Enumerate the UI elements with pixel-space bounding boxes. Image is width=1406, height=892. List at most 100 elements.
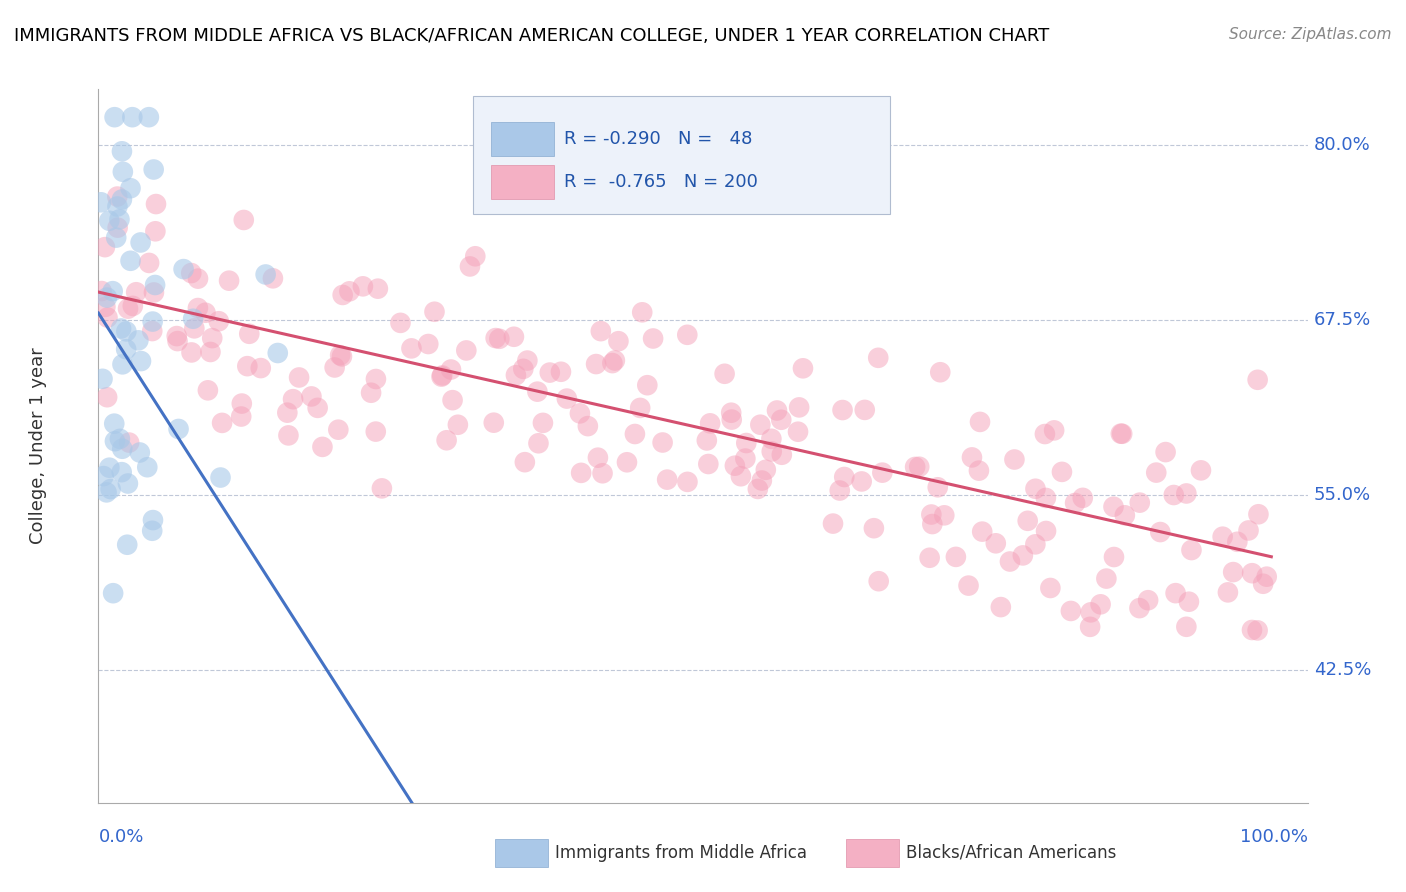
Point (1128, 601, 1150, 615)
Point (1109, 426, 1132, 441)
Point (990, 600, 1012, 615)
Point (724, 458, 747, 473)
Point (972, 524, 994, 539)
Point (418, 337, 440, 351)
Point (527, 436, 550, 450)
Point (236, 359, 259, 373)
Point (107, 199, 129, 213)
Point (90, 284, 112, 298)
Text: Source: ZipAtlas.com: Source: ZipAtlas.com (1229, 27, 1392, 42)
Point (440, 362, 463, 376)
Point (94, 300, 117, 314)
Point (851, 475, 873, 489)
Point (98, 213, 121, 227)
Point (96, 310, 118, 325)
Point (602, 356, 624, 370)
Point (1189, 463, 1212, 477)
Point (352, 279, 374, 293)
Point (166, 329, 188, 343)
Point (111, 465, 134, 479)
Point (167, 422, 190, 436)
Point (696, 434, 718, 448)
Point (121, 110, 143, 124)
Point (1004, 452, 1026, 467)
Point (1090, 597, 1112, 611)
Point (105, 230, 128, 244)
Point (108, 432, 131, 446)
FancyBboxPatch shape (845, 839, 898, 867)
Point (1164, 586, 1187, 600)
Point (142, 162, 165, 177)
Point (1251, 576, 1274, 591)
Point (183, 321, 205, 335)
Point (441, 393, 464, 408)
Point (330, 350, 353, 364)
Point (301, 389, 323, 403)
Point (1256, 569, 1278, 583)
Point (145, 197, 167, 211)
Point (101, 586, 124, 600)
Point (117, 476, 139, 491)
Point (1175, 486, 1198, 500)
Text: 0.0%: 0.0% (98, 828, 143, 846)
Point (538, 366, 561, 380)
Point (142, 315, 165, 329)
Point (276, 406, 298, 420)
Point (111, 165, 134, 179)
Text: 55.0%: 55.0% (1313, 486, 1371, 504)
Point (1216, 585, 1239, 599)
Point (1154, 445, 1177, 459)
Text: Immigrants from Middle Africa: Immigrants from Middle Africa (555, 844, 807, 862)
Point (1129, 495, 1152, 509)
Point (128, 445, 150, 459)
Point (720, 412, 742, 426)
Point (766, 403, 789, 417)
Point (138, 110, 160, 124)
Point (998, 555, 1021, 569)
Point (105, 189, 128, 203)
Point (111, 357, 134, 371)
Point (281, 392, 304, 406)
Point (603, 353, 626, 368)
Point (1043, 423, 1066, 437)
Point (436, 434, 458, 448)
Point (115, 343, 138, 357)
Point (142, 513, 165, 527)
Point (482, 416, 505, 430)
Text: R = -0.290   N =   48: R = -0.290 N = 48 (564, 130, 752, 148)
Point (107, 220, 129, 235)
Point (1060, 604, 1083, 618)
Point (713, 367, 735, 381)
Point (311, 440, 333, 454)
Point (904, 459, 927, 474)
Point (288, 370, 311, 384)
Point (631, 305, 654, 319)
Point (208, 314, 231, 328)
Point (1240, 623, 1263, 637)
Point (115, 538, 138, 552)
Point (180, 266, 202, 280)
Point (585, 357, 607, 371)
Point (576, 419, 599, 434)
Point (117, 301, 139, 316)
Point (651, 435, 673, 450)
Point (1114, 508, 1136, 523)
Point (197, 384, 219, 398)
Text: College, Under 1 year: College, Under 1 year (30, 348, 46, 544)
Point (364, 372, 387, 386)
Point (929, 365, 952, 379)
Point (531, 416, 554, 430)
Point (550, 365, 572, 379)
Point (1144, 466, 1167, 480)
Point (934, 508, 956, 523)
Point (100, 482, 122, 496)
Text: 67.5%: 67.5% (1313, 311, 1371, 329)
Point (96, 390, 118, 404)
Point (254, 268, 277, 282)
Point (104, 434, 127, 449)
Point (643, 331, 665, 345)
Point (1024, 537, 1046, 551)
Text: R =  -0.765   N = 200: R = -0.765 N = 200 (564, 173, 758, 191)
Point (697, 457, 720, 471)
Point (1078, 620, 1101, 634)
